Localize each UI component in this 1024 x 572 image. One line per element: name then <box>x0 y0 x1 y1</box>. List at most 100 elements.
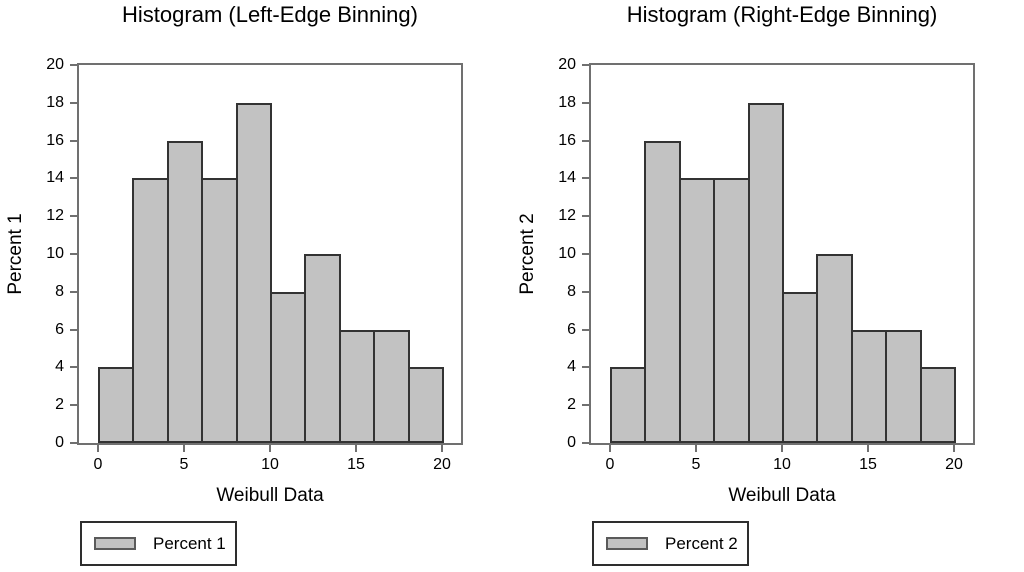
chart-panel-right: Histogram (Right-Edge Binning) Percent 2… <box>512 0 1024 572</box>
y-axis-tick <box>582 177 589 179</box>
legend-swatch <box>94 537 136 550</box>
y-tick-label: 4 <box>567 358 576 375</box>
y-tick-label: 16 <box>558 132 576 149</box>
y-axis-tick <box>70 177 77 179</box>
y-axis-tick <box>70 366 77 368</box>
y-tick-label: 2 <box>55 396 64 413</box>
y-tick-label: 14 <box>46 169 64 186</box>
histogram-bar <box>644 141 681 443</box>
y-axis-tick <box>70 140 77 142</box>
x-axis-label: Weibull Data <box>216 485 324 506</box>
x-tick-label: 20 <box>945 456 963 473</box>
y-axis-tick <box>70 215 77 217</box>
y-tick-label: 12 <box>46 207 64 224</box>
histogram-bar <box>610 367 646 443</box>
y-axis-tick <box>582 253 589 255</box>
x-axis-tick <box>695 445 697 452</box>
x-tick-label: 5 <box>179 456 189 473</box>
y-tick-label: 2 <box>567 396 576 413</box>
y-tick-label: 14 <box>558 169 576 186</box>
y-axis-tick <box>582 329 589 331</box>
y-axis-tick <box>582 102 589 104</box>
y-tick-label: 6 <box>55 321 64 338</box>
y-tick-label: 10 <box>46 245 64 262</box>
histogram-bar <box>748 103 784 443</box>
histogram-bar <box>270 292 306 443</box>
y-tick-label: 16 <box>46 132 64 149</box>
y-tick-label: 18 <box>46 94 64 111</box>
x-tick-label: 20 <box>433 456 451 473</box>
y-tick-label: 20 <box>46 56 64 73</box>
y-axis-tick <box>70 404 77 406</box>
x-axis-tick <box>867 445 869 452</box>
y-axis-tick <box>582 140 589 142</box>
y-tick-label: 4 <box>55 358 64 375</box>
y-tick-label: 6 <box>567 321 576 338</box>
chart-title: Histogram (Left-Edge Binning) <box>122 2 418 27</box>
histogram-bar <box>782 292 818 443</box>
legend: Percent 2 <box>592 521 749 566</box>
x-tick-label: 15 <box>859 456 877 473</box>
histogram-bar <box>851 330 887 443</box>
histogram-bar <box>201 178 238 443</box>
y-tick-label: 8 <box>55 283 64 300</box>
histogram-bar <box>236 103 272 443</box>
plot-area <box>589 63 975 445</box>
histogram-bar <box>408 367 444 443</box>
x-axis-tick <box>609 445 611 452</box>
chart-panel-left: Histogram (Left-Edge Binning) Percent 1 … <box>5 2 463 566</box>
x-tick-label: 10 <box>773 456 791 473</box>
histogram-bar <box>167 141 203 443</box>
legend-label: Percent 2 <box>665 533 738 553</box>
x-axis-tick <box>441 445 443 452</box>
y-axis-tick <box>70 253 77 255</box>
y-tick-label: 10 <box>558 245 576 262</box>
y-axis-tick <box>582 291 589 293</box>
chart-title: Histogram (Right-Edge Binning) <box>626 2 938 27</box>
x-tick-label: 0 <box>605 456 615 473</box>
histogram-bar <box>885 330 922 443</box>
y-tick-label: 12 <box>558 207 576 224</box>
y-tick-label: 8 <box>567 283 576 300</box>
y-axis-tick <box>70 442 77 444</box>
y-tick-label: 0 <box>55 434 64 451</box>
histogram-bar <box>304 254 341 443</box>
y-axis-tick <box>70 102 77 104</box>
histogram-bar <box>713 178 750 443</box>
y-axis-tick <box>582 366 589 368</box>
x-tick-label: 15 <box>347 456 365 473</box>
y-axis-tick <box>582 404 589 406</box>
legend-swatch <box>606 537 648 550</box>
x-axis-tick <box>269 445 271 452</box>
x-tick-label: 5 <box>691 456 701 473</box>
histogram-bar <box>920 367 956 443</box>
histogram-bar <box>339 330 375 443</box>
y-axis-tick <box>70 291 77 293</box>
histogram-bar <box>679 178 715 443</box>
y-axis-label: Percent 1 <box>5 213 26 295</box>
legend-label: Percent 1 <box>153 533 226 553</box>
y-axis-tick <box>582 215 589 217</box>
histogram-bar <box>816 254 853 443</box>
x-axis-tick <box>953 445 955 452</box>
x-axis-tick <box>355 445 357 452</box>
histogram-bar <box>98 367 134 443</box>
legend: Percent 1 <box>80 521 237 566</box>
y-axis-tick <box>582 442 589 444</box>
histogram-bar <box>373 330 410 443</box>
x-axis-tick <box>97 445 99 452</box>
x-tick-label: 0 <box>93 456 103 473</box>
histogram-bar <box>132 178 169 443</box>
y-tick-label: 20 <box>558 56 576 73</box>
y-axis-tick <box>70 329 77 331</box>
y-axis-label: Percent 2 <box>517 213 538 295</box>
x-tick-label: 10 <box>261 456 279 473</box>
y-tick-label: 0 <box>567 434 576 451</box>
x-axis-label: Weibull Data <box>728 485 836 506</box>
x-axis-tick <box>183 445 185 452</box>
plot-area <box>77 63 463 445</box>
y-axis-tick <box>582 64 589 66</box>
y-tick-label: 18 <box>558 94 576 111</box>
y-axis-tick <box>70 64 77 66</box>
